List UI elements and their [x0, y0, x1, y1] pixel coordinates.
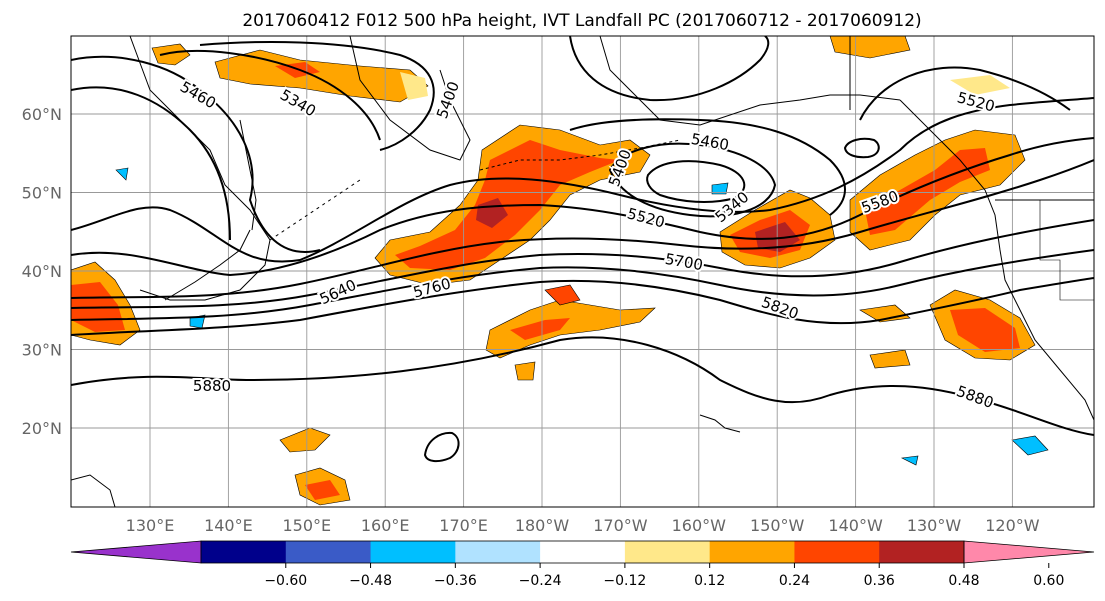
contour-5580: [71, 137, 1094, 277]
ivt-negative-3: [115, 167, 129, 181]
colorbar-segment: [624, 541, 711, 563]
ivt-region-near-hawaii: [514, 361, 536, 381]
lat-tick-label: 30°N: [22, 341, 62, 360]
contour-5700: [71, 219, 1094, 309]
contour-5460: [71, 55, 321, 253]
contour-5400-west: [71, 86, 231, 241]
contour-5820: [71, 277, 1094, 336]
contour-5460-east: [569, 118, 846, 216]
lon-tick-label: 160°E: [361, 516, 410, 535]
ivt-region-west-subtropical-2-core: [305, 480, 340, 500]
map-background: [71, 36, 1094, 507]
contour-5880-south: [71, 336, 1094, 436]
lon-tick-label: 150°W: [750, 516, 805, 535]
colorbar-tick-label: −0.48: [349, 573, 392, 589]
graticule: [71, 36, 1094, 507]
contour-label: 5880: [193, 377, 231, 395]
lon-tick-label: 130°W: [907, 516, 962, 535]
ivt-region-hawaii-east: [859, 304, 911, 323]
contour-5760: [71, 249, 1094, 321]
coast-hawaii: [699, 414, 741, 433]
lon-tick-label: 140°W: [828, 516, 883, 535]
lon-tick-label: 130°E: [126, 516, 175, 535]
colorbar-tick-label: 0.36: [864, 573, 895, 589]
coast-north-america: [899, 99, 1094, 421]
lat-tick-label: 20°N: [22, 419, 62, 438]
lon-tick-label: 160°W: [672, 516, 727, 535]
ivt-region-subtropical-small: [544, 284, 581, 306]
lon-tick-label: 180°W: [515, 516, 570, 535]
coast-kamchatka: [349, 36, 471, 161]
longitude-labels: 130°E 140°E 150°E 160°E 170°E 180°W 170°W 160°W…: [126, 516, 1040, 535]
contour-5520: [71, 97, 1094, 263]
ivt-region-subtropical-central-core: [510, 318, 570, 340]
contour-low-center-outer: [608, 142, 777, 218]
colorbar: −0.60 −0.48 −0.36 −0.24 −0.12 0.12 0.24 0.36 0.4…: [70, 540, 1095, 589]
ivt-region-hawaii-ne: [869, 349, 911, 369]
lon-tick-label: 170°E: [439, 516, 488, 535]
contour-5400-kam: [199, 41, 435, 151]
ivt-region-california-core: [950, 308, 1020, 352]
contour-low-center-inner: [646, 160, 746, 203]
map-frame: [70, 35, 1095, 508]
contour-5520-ne: [859, 66, 1071, 121]
lon-tick-label: 170°W: [593, 516, 648, 535]
colorbar-segment: [201, 541, 287, 563]
contour-bering-high: [569, 36, 770, 102]
lon-tick-label: 120°W: [985, 516, 1040, 535]
contour-5640: [71, 159, 1094, 299]
colorbar-segment: [794, 541, 880, 563]
coast-alaska: [599, 36, 901, 126]
colorbar-tick-label: −0.24: [519, 573, 562, 589]
lon-tick-label: 140°E: [204, 516, 253, 535]
lat-tick-label: 50°N: [22, 184, 62, 203]
contour-5340-west: [159, 50, 381, 141]
colorbar-extend-low: [70, 540, 202, 564]
lat-tick-label: 60°N: [22, 105, 62, 124]
latitude-labels: 60°N 50°N 40°N 30°N 20°N: [22, 105, 62, 438]
colorbar-tick-label: 0.12: [694, 573, 725, 589]
ivt-region-okhotsk: [151, 43, 191, 66]
colorbar-frame: [200, 540, 965, 564]
colorbar-extend-high: [963, 540, 1095, 564]
ivt-region-west-subtropical-1: [279, 427, 331, 453]
border-states: [1039, 200, 1094, 301]
height-contours: [71, 36, 1094, 463]
coast-asia: [129, 36, 271, 301]
contour-closed-ne: [843, 137, 880, 159]
colorbar-segment: [455, 541, 541, 563]
coast-japan: [164, 229, 251, 301]
colorbar-tick-label: −0.12: [603, 573, 646, 589]
contour-labels: 5460 5340 54005460540053405520552055805700…: [175, 76, 999, 414]
colorbar-tick-label: −0.60: [264, 573, 307, 589]
ivt-region-bering: [950, 75, 1010, 95]
colorbar-segment: [285, 541, 372, 563]
ivt-negative-5: [900, 455, 919, 466]
lon-tick-label: 150°E: [282, 516, 331, 535]
map-panel: 5460 5340 54005460540053405520552055805700…: [70, 35, 1095, 508]
colorbar-segment: [540, 541, 626, 563]
lat-tick-label: 40°N: [22, 262, 62, 281]
figure-title: 2017060412 F012 500 hPa height, IVT Land…: [242, 11, 921, 31]
colorbar-tick-label: −0.36: [434, 573, 477, 589]
colorbar-segment: [709, 541, 795, 563]
colorbar-tick-label: 0.24: [779, 573, 810, 589]
contour-closed-subtropic: [423, 431, 460, 463]
colorbar-tick-label: 0.60: [1033, 573, 1064, 589]
coast-philippines: [71, 474, 116, 507]
colorbar-tick-label: 0.48: [948, 573, 979, 589]
ivt-negative-1: [1011, 435, 1049, 456]
ivt-region-kamchatka: [400, 72, 428, 100]
colorbar-segment: [370, 541, 456, 563]
ivt-negative-2: [711, 182, 729, 195]
ivt-region-ne-pacific-core: [865, 148, 990, 235]
colorbar-segment: [879, 541, 965, 563]
